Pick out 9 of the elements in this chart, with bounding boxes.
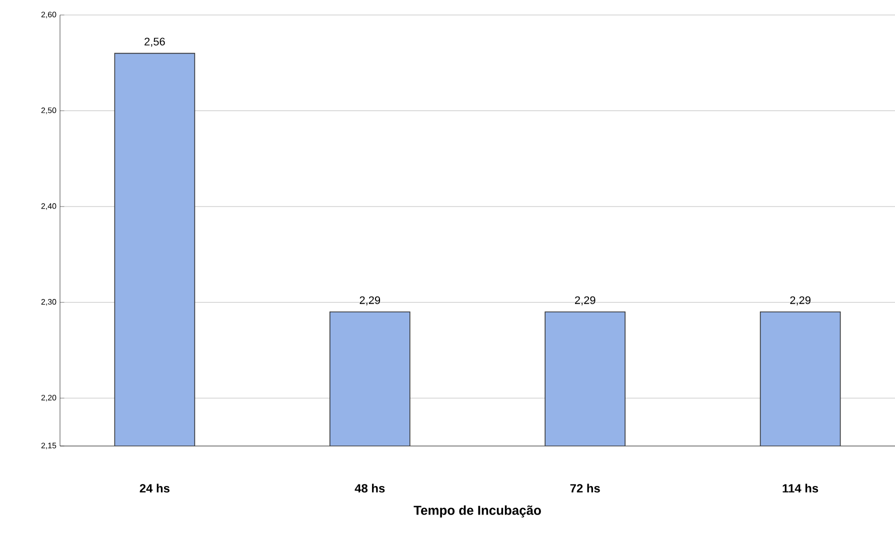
x-tick-label: 48 hs (354, 484, 385, 493)
x-tick-label: 114 hs (782, 484, 818, 493)
data-label: 2,29 (790, 296, 810, 306)
x-axis-title: Tempo de Incubação (414, 505, 541, 518)
data-label: 2,56 (144, 38, 165, 47)
x-tick-label: 72 hs (570, 484, 600, 493)
data-label: 2,29 (574, 296, 596, 306)
x-tick-label: 24 hs (140, 484, 170, 493)
data-label: 2,29 (360, 296, 380, 306)
